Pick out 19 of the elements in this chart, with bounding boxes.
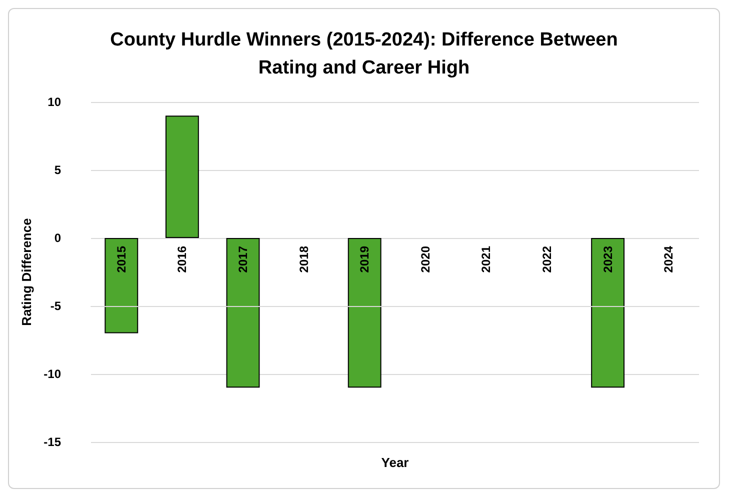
x-tick-label: 2016 — [175, 246, 190, 273]
y-tick-label: 5 — [54, 163, 62, 177]
y-axis-title: Rating Difference — [18, 218, 34, 326]
y-tick-label: -5 — [50, 299, 62, 313]
y-tick-label: -10 — [44, 367, 62, 381]
x-tick-label: 2019 — [358, 246, 372, 273]
x-tick-label: 2024 — [662, 246, 676, 273]
x-axis-title: Year — [381, 455, 409, 470]
chart-title: County Hurdle Winners (2015-2024): Difference Between Rating and Career High — [110, 30, 618, 78]
x-tick-label: 2022 — [540, 246, 554, 273]
x-tick-label: 2015 — [114, 246, 128, 273]
y-tick-label: -15 — [44, 435, 62, 449]
x-tick-label: 2021 — [479, 246, 494, 273]
x-tick-label: 2023 — [600, 246, 615, 273]
x-tick-label: 2018 — [296, 246, 311, 273]
y-tick-label: 10 — [48, 95, 62, 109]
x-tick-label: 2017 — [236, 246, 250, 273]
y-tick-label: 0 — [54, 231, 62, 245]
x-tick-label: 2020 — [418, 246, 432, 273]
